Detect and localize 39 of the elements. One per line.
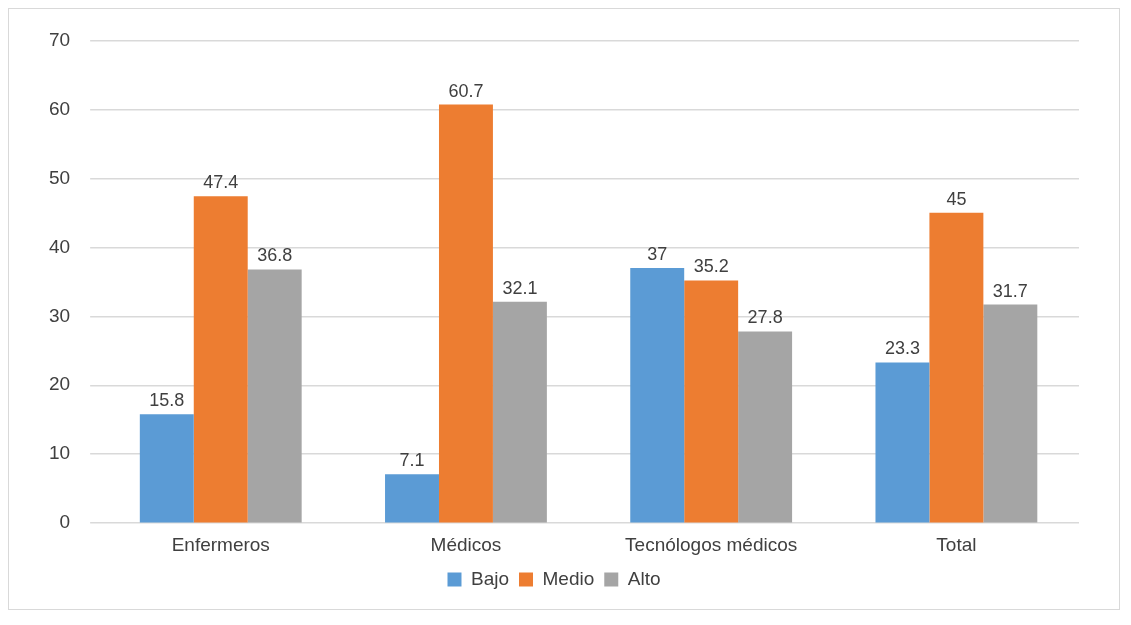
legend-label: Medio (542, 567, 595, 589)
y-tick-label: 50 (48, 166, 71, 188)
bar (630, 268, 685, 523)
data-label: 36.8 (257, 245, 293, 266)
x-tick-label: Tecnólogos médicos (625, 533, 798, 555)
data-label: 37 (647, 243, 668, 264)
y-tick-label: 20 (48, 373, 71, 395)
data-label: 47.4 (203, 172, 239, 193)
y-tick-label: 30 (48, 304, 71, 326)
data-label: 32.1 (502, 277, 538, 298)
bar (438, 104, 493, 523)
bar (738, 331, 793, 523)
data-label: 27.8 (747, 307, 783, 328)
x-tick-label: Enfermeros (171, 533, 270, 555)
bar (247, 269, 302, 523)
y-tick-label: 10 (48, 442, 71, 464)
data-label: 45 (946, 188, 967, 209)
y-tick-label: 40 (48, 235, 71, 257)
legend-label: Bajo (470, 567, 510, 589)
x-tick-label: Total (936, 533, 977, 555)
bar (875, 362, 930, 523)
data-label: 7.1 (399, 450, 425, 471)
y-tick-label: 70 (48, 28, 71, 50)
data-label: 60.7 (448, 80, 484, 101)
y-tick-label: 60 (48, 97, 71, 119)
data-label: 31.7 (992, 280, 1028, 301)
data-label: 23.3 (884, 338, 920, 359)
x-tick-label: Médicos (430, 533, 502, 555)
y-tick-label: 0 (59, 511, 71, 533)
bar (385, 474, 439, 523)
bar (983, 304, 1038, 523)
bar (929, 212, 984, 523)
bar (193, 196, 248, 523)
data-label: 35.2 (693, 256, 729, 277)
bar (684, 280, 739, 523)
bar (492, 301, 547, 523)
data-label: 15.8 (149, 390, 185, 411)
legend-label: Alto (627, 567, 661, 589)
bar (139, 414, 194, 523)
